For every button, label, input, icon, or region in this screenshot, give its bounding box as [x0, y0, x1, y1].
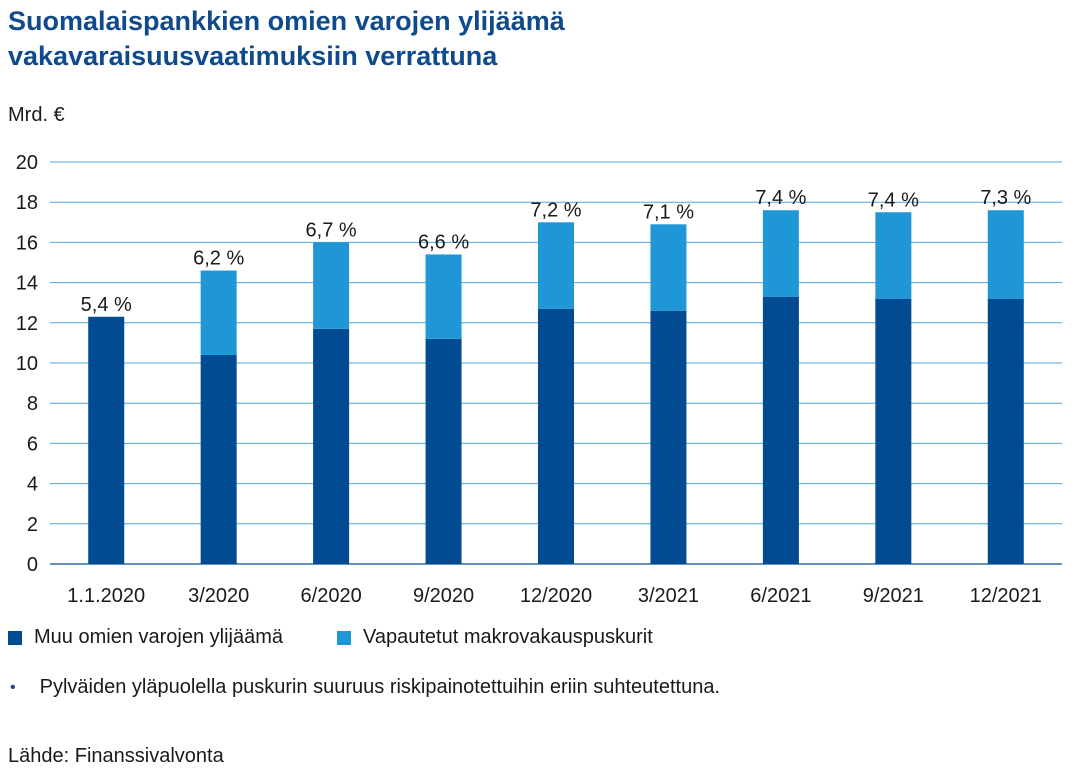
- x-tick-label-1: 3/2020: [188, 585, 249, 607]
- source-note: Lähde: Finanssivalvonta: [8, 745, 224, 767]
- bar-segment-vapautetut-3: [425, 254, 462, 339]
- legend-label-series-2: Vapautetut makrovakauspuskurit: [363, 626, 653, 648]
- bar-segment-muu-1: [200, 354, 237, 564]
- legend-swatch-light: [337, 630, 352, 645]
- y-axis-ticks: 0 2 4 6 8 10 12 14 16 18 20: [16, 152, 38, 576]
- chart-title-line-2: vakavaraisuusvaatimuksiin verrattuna: [8, 41, 498, 71]
- bar-segment-vapautetut-8: [987, 210, 1024, 299]
- data-label-8: 7,3 %: [980, 187, 1031, 209]
- y-tick-label: 8: [27, 393, 38, 415]
- legend-item-series-1: Muu omien varojen ylijäämä: [8, 626, 283, 649]
- data-label-7: 7,4 %: [868, 189, 919, 211]
- legend-swatch-dark: [8, 630, 22, 645]
- data-label-4: 7,2 %: [530, 199, 581, 221]
- x-tick-label-5: 3/2021: [638, 585, 699, 607]
- x-tick-label-6: 6/2021: [750, 585, 811, 607]
- bar-segment-muu-5: [650, 310, 687, 564]
- stacked-bar-chart: 0 2 4 6 8 10 12 14 16 18 20 5,4 % 6,2 % 6,7 % 6,6 % 7,…: [16, 152, 1062, 607]
- bar-segment-vapautetut-5: [650, 224, 687, 311]
- y-tick-label: 14: [16, 273, 38, 295]
- bar-segment-vapautetut-2: [313, 242, 350, 329]
- data-label-2: 6,7 %: [306, 219, 357, 241]
- x-tick-label-7: 9/2021: [863, 585, 924, 607]
- data-label-5: 7,1 %: [643, 201, 694, 223]
- x-tick-label-4: 12/2020: [520, 585, 592, 607]
- data-labels: 5,4 % 6,2 % 6,7 % 6,6 % 7,2 % 7,1 % 7,4 % 7,4 %…: [81, 187, 1032, 316]
- y-axis-unit-label: Mrd. €: [8, 104, 65, 126]
- y-tick-label: 18: [16, 192, 38, 214]
- bar-segment-muu-0: [88, 316, 125, 564]
- legend: Muu omien varojen ylijäämä Vapautetut ma…: [8, 626, 707, 649]
- y-tick-label: 0: [27, 554, 38, 576]
- x-tick-label-3: 9/2020: [413, 585, 474, 607]
- x-axis-ticks: 1.1.2020 3/2020 6/2020 9/2020 12/2020 3/2021 6…: [67, 585, 1042, 607]
- bar-segment-muu-3: [425, 338, 462, 564]
- y-tick-label: 20: [16, 152, 38, 174]
- data-label-1: 6,2 %: [193, 248, 244, 270]
- y-tick-label: 16: [16, 232, 38, 254]
- y-tick-label: 4: [27, 474, 38, 496]
- data-label-0: 5,4 %: [81, 294, 132, 316]
- x-tick-label-2: 6/2020: [301, 585, 362, 607]
- y-tick-label: 10: [16, 353, 38, 375]
- bar-segment-vapautetut-7: [875, 212, 912, 299]
- bar-segment-vapautetut-4: [538, 222, 574, 309]
- footnote-bullet: •: [10, 678, 16, 696]
- chart-title-line-1: Suomalaispankkien omien varojen ylijäämä: [8, 6, 565, 36]
- data-label-3: 6,6 %: [418, 231, 469, 253]
- bar-segment-muu-8: [987, 298, 1024, 564]
- bar-segment-muu-7: [875, 298, 912, 564]
- bar-segment-muu-4: [538, 308, 574, 564]
- bar-segment-muu-2: [313, 328, 350, 564]
- bar-segment-muu-6: [762, 296, 799, 564]
- bar-segment-vapautetut-1: [200, 270, 237, 355]
- bars: [88, 210, 1024, 564]
- footnote: • Pylväiden yläpuolella puskurin suuruus…: [8, 676, 720, 699]
- y-tick-label: 12: [16, 313, 38, 335]
- y-tick-label: 2: [27, 514, 38, 536]
- legend-item-series-2: Vapautetut makrovakauspuskurit: [337, 626, 653, 649]
- bar-segment-vapautetut-6: [762, 210, 799, 297]
- x-tick-label-0: 1.1.2020: [67, 585, 145, 607]
- data-label-6: 7,4 %: [755, 187, 806, 209]
- legend-label-series-1: Muu omien varojen ylijäämä: [34, 626, 284, 648]
- y-tick-label: 6: [27, 433, 38, 455]
- footnote-text: Pylväiden yläpuolella puskurin suuruus r…: [39, 676, 721, 698]
- x-tick-label-8: 12/2021: [970, 585, 1042, 607]
- chart-title: Suomalaispankkien omien varojen ylijäämä…: [8, 4, 1058, 74]
